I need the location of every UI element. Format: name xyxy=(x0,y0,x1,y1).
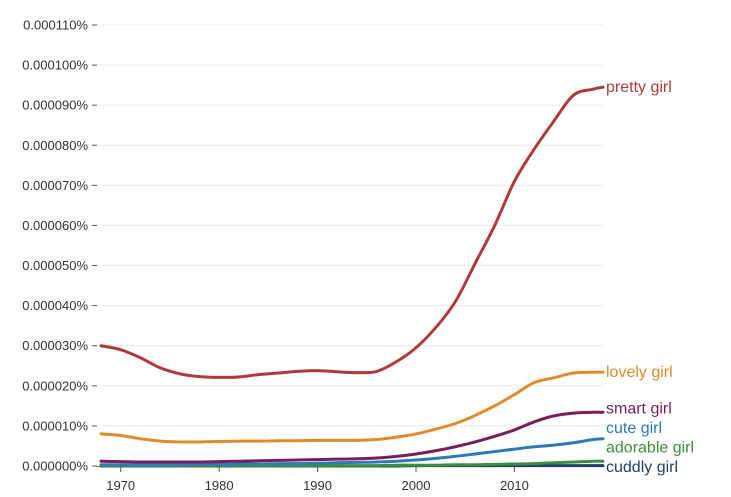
series-label-adorable-girl: adorable girl xyxy=(606,440,694,457)
x-axis: 1970 1980 1990 2000 2010 xyxy=(96,466,603,493)
x-tick-label: 1980 xyxy=(205,478,234,493)
series-lines xyxy=(99,85,605,468)
series-label-cute-girl: cute girl xyxy=(606,420,662,437)
y-tick-label: 0.000110% xyxy=(23,18,88,33)
y-tick-label: 0.000030% xyxy=(22,338,88,353)
y-tick-label: 0.000060% xyxy=(22,218,88,233)
series-line-smart-girl[interactable] xyxy=(99,410,605,464)
x-tick-label: 2010 xyxy=(500,478,529,493)
series-label-smart-girl: smart girl xyxy=(606,401,672,418)
series-label-lovely-girl: lovely girl xyxy=(606,364,673,381)
y-axis: 0.000000% 0.000010% 0.000020% 0.000030% 0.00… xyxy=(22,18,97,474)
gridlines xyxy=(101,24,603,467)
y-tick-label: 0.000010% xyxy=(22,418,88,433)
y-tick-label: 0.000070% xyxy=(22,178,88,193)
y-tick-label: 0.000050% xyxy=(22,258,88,273)
series-line-cute-girl[interactable] xyxy=(99,437,605,467)
y-tick-label: 0.000080% xyxy=(22,138,88,153)
y-tick-label: 0.000090% xyxy=(22,98,88,113)
series-labels: pretty girl lovely girl smart girl cute gir… xyxy=(606,79,694,476)
x-tick-label: 1970 xyxy=(106,478,135,493)
series-label-cuddly-girl: cuddly girl xyxy=(606,459,678,476)
series-label-pretty-girl: pretty girl xyxy=(606,79,672,96)
y-tick-label: 0.000000% xyxy=(22,459,88,474)
x-tick-label: 2000 xyxy=(402,478,431,493)
y-tick-label: 0.000100% xyxy=(22,58,88,73)
y-tick-label: 0.000020% xyxy=(22,378,88,393)
y-tick-label: 0.000040% xyxy=(22,298,88,313)
series-line-lovely-girl[interactable] xyxy=(99,370,605,444)
series-line-pretty-girl[interactable] xyxy=(99,85,605,379)
x-tick-label: 1990 xyxy=(303,478,332,493)
